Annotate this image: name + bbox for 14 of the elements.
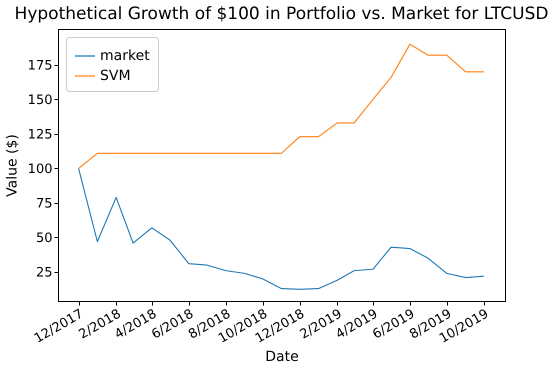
y-axis-title: Value ($) <box>4 134 21 197</box>
x-axis-title: Date <box>265 348 299 365</box>
y-tick-label: 100 <box>28 162 52 177</box>
y-tick-label: 125 <box>28 127 52 142</box>
legend-label: SVM <box>100 68 131 84</box>
y-tick-label: 25 <box>36 266 52 281</box>
y-tick-label: 75 <box>36 196 52 212</box>
chart-title: Hypothetical Growth of $100 in Portfolio vs. Market for LTCUSD <box>14 4 548 24</box>
y-tick-label: 50 <box>36 230 52 246</box>
legend-label: market <box>100 48 150 64</box>
y-tick-label: 175 <box>28 58 52 74</box>
y-tick-label: 150 <box>28 92 52 108</box>
line-series <box>78 44 484 169</box>
line-series <box>78 168 484 290</box>
